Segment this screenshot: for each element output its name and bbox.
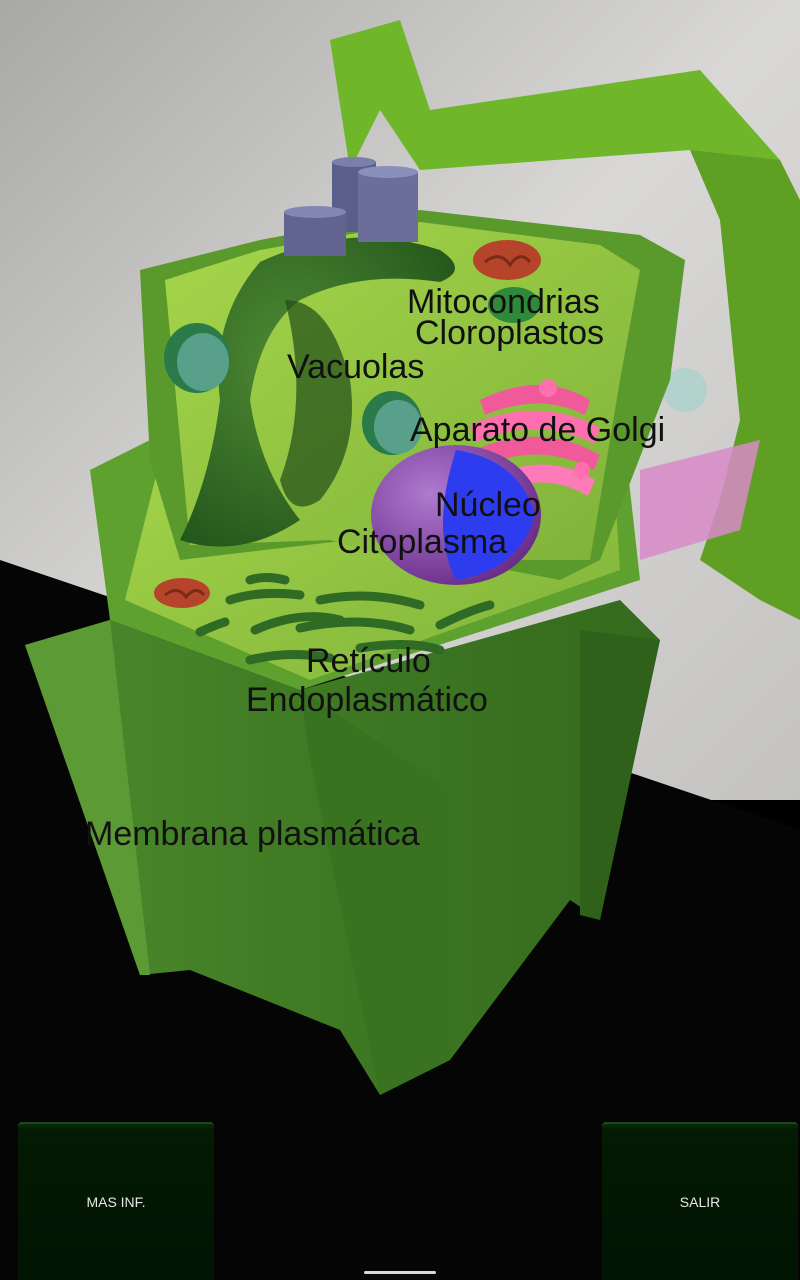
nucleus-shape (371, 445, 541, 585)
more-info-button[interactable]: MAS INF. (18, 1122, 214, 1280)
er-shapes (195, 573, 495, 665)
home-indicator[interactable] (364, 1271, 436, 1274)
label-vacuolas: Vacuolas (287, 348, 425, 386)
label-membrana: Membrana plasmática (85, 815, 420, 853)
label-golgi: Aparato de Golgi (410, 411, 666, 449)
label-cloroplastos: Cloroplastos (415, 314, 604, 352)
cytoskeleton-shapes (284, 157, 418, 256)
label-citoplasma: Citoplasma (337, 523, 508, 561)
label-mitocondrias: Mitocondrias (407, 283, 600, 321)
label-endoplasmatico: Endoplasmático (246, 681, 488, 719)
vacuole-shape (180, 237, 455, 547)
label-reticulo: Retículo (306, 642, 431, 680)
mitochondria-shapes (154, 240, 541, 608)
exit-button[interactable]: SALIR (602, 1122, 798, 1280)
chloroplast-shapes (164, 287, 540, 455)
plant-cell-model (25, 157, 685, 1095)
label-nucleo: Núcleo (435, 486, 541, 524)
